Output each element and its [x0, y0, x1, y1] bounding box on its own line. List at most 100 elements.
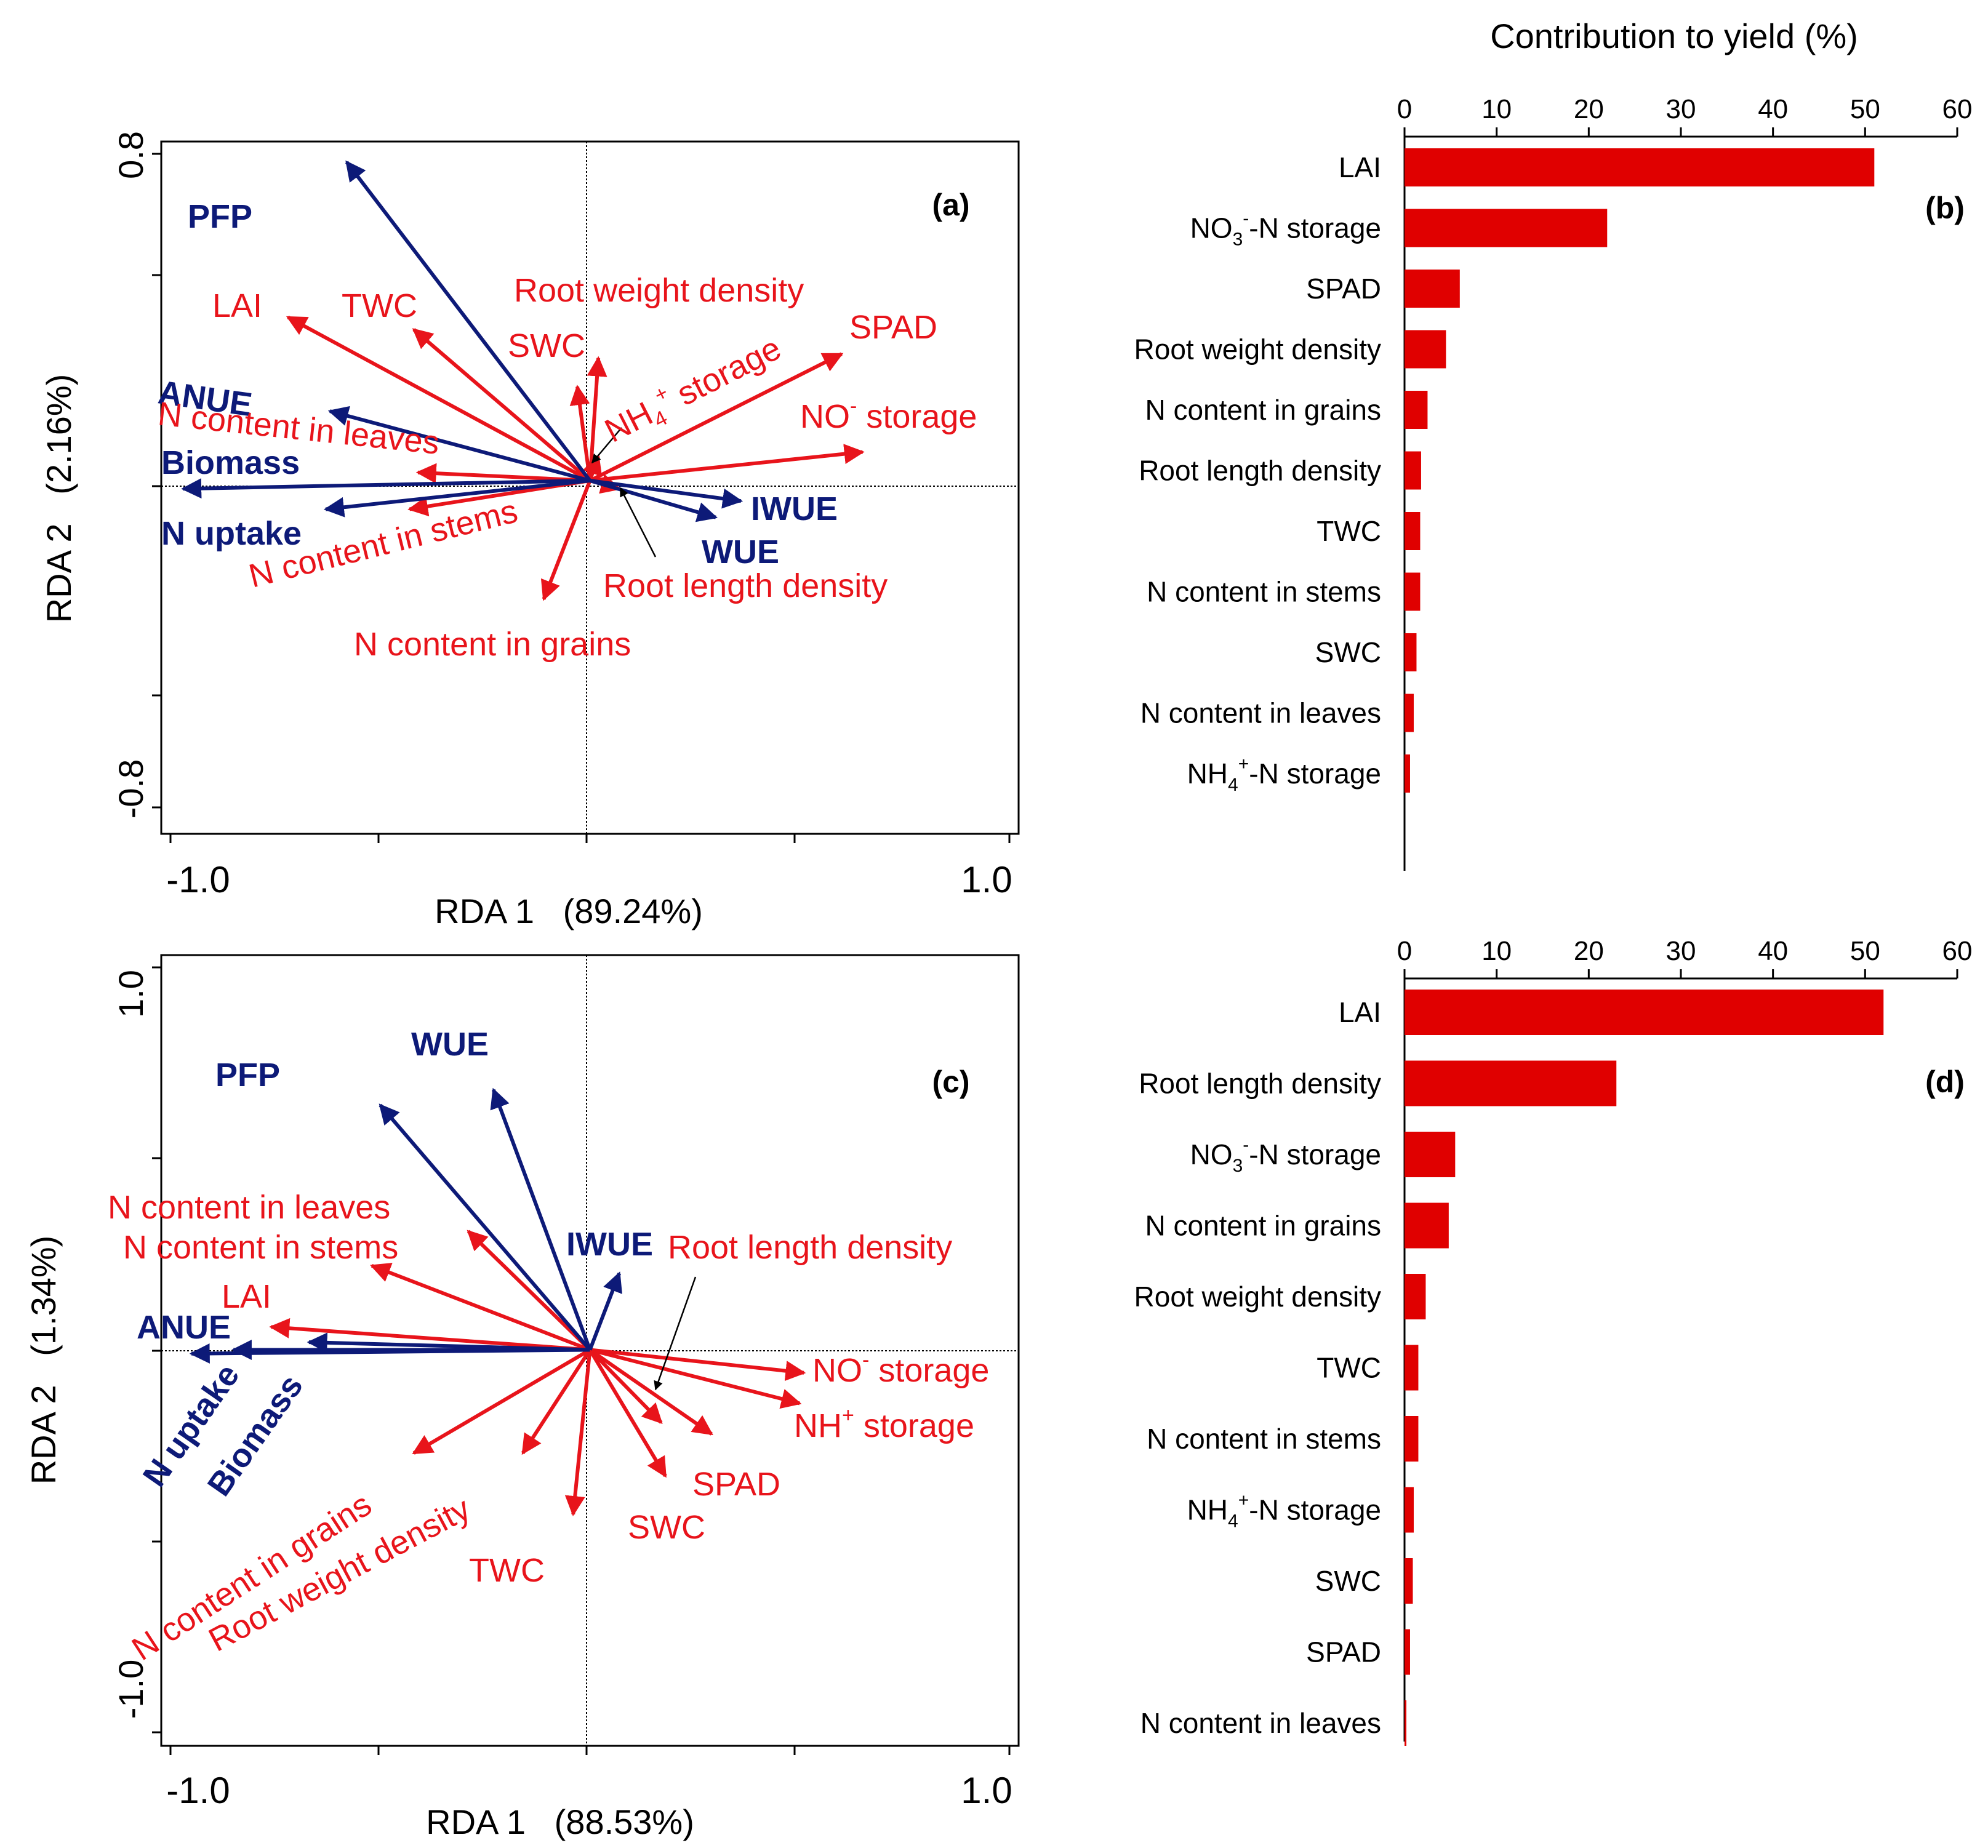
- panel-b-category-label: NH4+-N storage: [1187, 754, 1381, 795]
- panel-d-bar-twc: [1405, 1345, 1419, 1391]
- panel-b-category-label: N content in grains: [1145, 394, 1381, 426]
- panel-d-category-label: Root weight density: [1134, 1281, 1381, 1313]
- panel-d-bar-root-length-density: [1405, 1060, 1617, 1106]
- panel-c-label-no3: NO- storage: [812, 1348, 989, 1389]
- panel-a-label-twc: TWC: [342, 287, 417, 324]
- panel-c-label-anue: ANUE: [137, 1309, 231, 1346]
- panel-a-pointer-rld: [619, 487, 657, 558]
- panel-d-category-label: N content in leaves: [1140, 1707, 1381, 1739]
- panel-b-bar-spad: [1405, 270, 1460, 308]
- panel-d-bar-n-content-in-leaves: [1405, 1700, 1406, 1746]
- panel-b-bar-swc: [1405, 633, 1417, 671]
- panel-c-vector-wue: [490, 1087, 592, 1351]
- panel-b-bar-chart: Contribution to yield (%) 0 10 20 30 40 50 60 …: [1134, 17, 1972, 871]
- panel-d-ticks: 0 10 20 30 40 50 60: [1397, 936, 1973, 978]
- panel-a-rda-biplot: 0.8 -0.8 -1.0 1.0 RDA 1 (89.24%) RDA 2 (…: [39, 131, 1020, 930]
- panel-a-xtick-left: -1.0: [166, 859, 230, 900]
- panel-d-label: (d): [1925, 1065, 1965, 1099]
- panel-b-category-label: NO3--N storage: [1190, 209, 1381, 250]
- panel-b-category-label: SWC: [1315, 636, 1381, 668]
- panel-d-bars: [1405, 990, 1884, 1746]
- panel-c-ylabel: RDA 2 (1.34%): [24, 1236, 63, 1485]
- panel-d-tick-label: 10: [1481, 936, 1512, 966]
- panel-d-category-label: NH4+-N storage: [1187, 1490, 1381, 1532]
- panel-a-vector-anue: [327, 406, 591, 482]
- panel-b-bar-root-length-density: [1405, 451, 1421, 490]
- panel-d-category-label: NO3--N storage: [1190, 1135, 1381, 1176]
- panel-d-category-label: TWC: [1317, 1352, 1381, 1384]
- panel-c-rda-biplot: 1.0 -1.0 -1.0 1.0 RDA 1 (88.53%) RDA 2 (…: [24, 954, 1020, 1841]
- panel-a-vector-n-content-in-grains: [540, 479, 592, 601]
- panel-d-bar-n-content-in-grains: [1405, 1202, 1449, 1249]
- panel-a-label-pfp: PFP: [188, 198, 252, 235]
- panel-c-label-swc: SWC: [628, 1509, 705, 1546]
- panel-c-vector-n-content-in-leaves: [467, 1230, 591, 1351]
- panel-c-vector-lai: [269, 1318, 590, 1352]
- panel-c-label-pfp: PFP: [215, 1057, 280, 1094]
- panel-d-tick-label: 30: [1666, 936, 1696, 966]
- panel-d-tick-label: 20: [1574, 936, 1604, 966]
- panel-d-bar-chart: 0 10 20 30 40 50 60 LAI Root length density NO3-…: [1134, 936, 1973, 1746]
- panel-a-frame: [160, 140, 1020, 835]
- panel-d-tick-label: 60: [1942, 936, 1973, 966]
- panel-d-category-label: Root length density: [1139, 1068, 1381, 1100]
- panel-a-vector-n-uptake: [323, 479, 590, 518]
- panel-a-pointer-nh4: [591, 427, 622, 464]
- panel-a-vector-biomass: [181, 478, 590, 499]
- panel-a-label-ncg: N content in grains: [354, 626, 631, 663]
- panel-d-tick-label: 0: [1397, 936, 1412, 966]
- panel-c-label-twc: TWC: [469, 1552, 545, 1589]
- panel-b-bar-no3-n-storage: [1405, 209, 1608, 247]
- panel-d-category-label: N content in grains: [1145, 1210, 1381, 1242]
- panel-c-label-ncl: N content in leaves: [108, 1189, 390, 1226]
- panel-d-bar-n-content-in-stems: [1405, 1416, 1419, 1462]
- panel-c-ytick-bottom: -1.0: [111, 1660, 150, 1719]
- panel-d-tick-label: 50: [1850, 936, 1880, 966]
- panel-b-tick-label: 50: [1850, 94, 1880, 124]
- panel-c-vector-twc: [564, 1350, 592, 1517]
- panel-d-bar-lai: [1405, 990, 1884, 1035]
- panel-c-label-wue: WUE: [411, 1026, 489, 1063]
- panel-c-vector-n-content-in-grains: [412, 1348, 591, 1455]
- panel-a-label-lai: LAI: [212, 287, 262, 324]
- panel-b-tick-label: 10: [1481, 94, 1512, 124]
- panel-b-bar-root-weight-density: [1405, 330, 1446, 369]
- panel-c-label-nh4: NH+ storage: [794, 1404, 974, 1444]
- panel-b-label: (b): [1925, 191, 1965, 225]
- panel-c-vector-root-weight-density: [521, 1348, 592, 1455]
- panel-d-category-label: N content in stems: [1147, 1423, 1381, 1455]
- panel-a-axis-ticks: [152, 153, 1011, 843]
- panel-a-label-nh4: NH4+ storage: [597, 326, 789, 454]
- panel-c-vector-iwue: [588, 1271, 622, 1351]
- panel-b-category-label: SPAD: [1306, 273, 1381, 305]
- panel-a-label-swc: SWC: [508, 327, 585, 364]
- panel-d-category-labels: LAI Root length density NO3--N storage N co…: [1134, 996, 1381, 1739]
- panel-b-category-label: TWC: [1317, 515, 1381, 547]
- panel-b-tick-label: 40: [1758, 94, 1788, 124]
- panel-b-bar-n-content-in-stems: [1405, 572, 1421, 611]
- panel-c-pointer-rld: [654, 1276, 697, 1391]
- panel-b-bar-twc: [1405, 512, 1421, 550]
- panel-a-label-iwue: IWUE: [751, 490, 838, 527]
- panel-a-vector-pfp: [345, 160, 591, 482]
- panel-a-vector-lai: [286, 315, 591, 482]
- panel-c-label-spad: SPAD: [692, 1466, 780, 1503]
- panel-a-ytick-bottom: -0.8: [111, 759, 150, 819]
- panel-b-category-label: Root length density: [1139, 455, 1381, 487]
- panel-c-xtick-left: -1.0: [166, 1770, 230, 1811]
- panel-c-vectors: [189, 1087, 806, 1517]
- panel-a-vector-spad: [589, 352, 844, 482]
- panel-a-vector-n-content-in-leaves: [415, 463, 590, 484]
- panel-a-label-no3: NO- storage: [800, 394, 977, 435]
- panel-d-bar-no3-n-storage: [1405, 1132, 1456, 1177]
- panel-c-vector-root-length-density: [588, 1348, 663, 1424]
- panel-a-label-biomass: Biomass: [161, 444, 300, 481]
- panel-b-tick-label: 30: [1666, 94, 1696, 124]
- panel-d-bar-root-weight-density: [1405, 1274, 1426, 1319]
- panel-c-vector-nh4-storage: [589, 1348, 802, 1409]
- panel-d-category-label: LAI: [1339, 996, 1381, 1028]
- panel-c-ytick-top: 1.0: [111, 970, 150, 1018]
- panel-c-xtick-right: 1.0: [961, 1770, 1012, 1811]
- panel-b-bars: [1405, 148, 1875, 793]
